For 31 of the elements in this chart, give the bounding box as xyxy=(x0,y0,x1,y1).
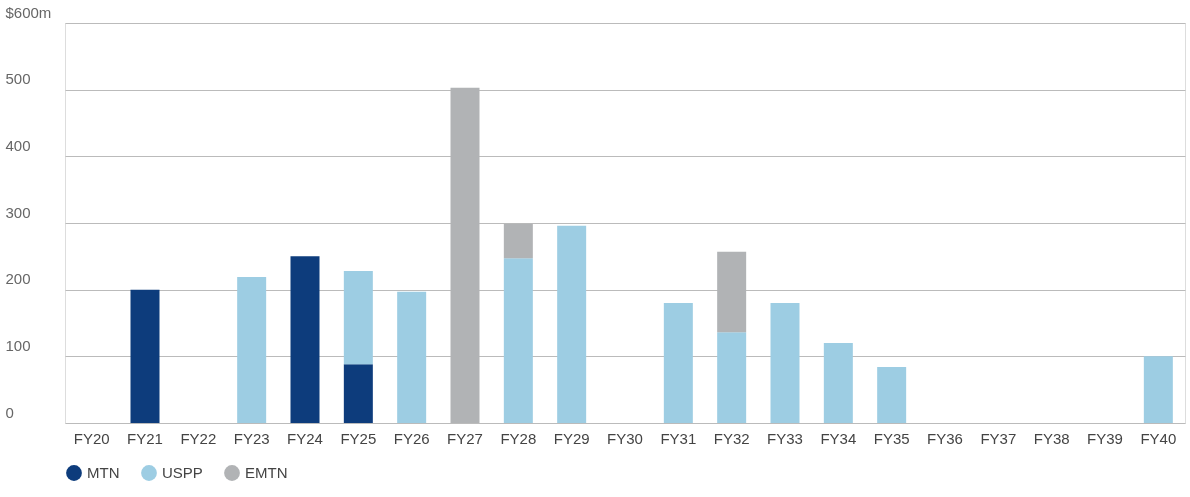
y-tick-label: 400 xyxy=(5,136,31,154)
y-tick-label: 200 xyxy=(5,270,31,288)
y-tick-label: 500 xyxy=(5,70,31,88)
x-tick-label: FY26 xyxy=(393,429,430,447)
y-tick-label: 0 xyxy=(5,403,14,421)
y-tick-label: 300 xyxy=(5,203,31,221)
legend-label: EMTN xyxy=(245,464,288,481)
x-tick-label: FY25 xyxy=(340,429,377,447)
x-tick-label: FY38 xyxy=(1033,429,1070,447)
x-tick-label: FY28 xyxy=(500,429,537,447)
x-tick-label: FY40 xyxy=(1140,429,1177,447)
x-tick-label: FY32 xyxy=(713,429,750,447)
x-tick-label: FY29 xyxy=(553,429,590,447)
x-tick-label: FY37 xyxy=(980,429,1017,447)
x-tick-label: FY23 xyxy=(233,429,270,447)
legend-label: MTN xyxy=(87,464,120,481)
legend-label: USPP xyxy=(162,464,203,481)
y-tick-label: $600m xyxy=(5,3,52,21)
x-tick-label: FY24 xyxy=(287,429,323,447)
x-tick-label: FY27 xyxy=(447,429,483,447)
x-tick-label: FY22 xyxy=(180,429,217,447)
x-tick-label: FY35 xyxy=(873,429,910,447)
x-tick-label: FY36 xyxy=(927,429,963,447)
x-tick-label: FY33 xyxy=(767,429,803,447)
x-tick-label: FY39 xyxy=(1087,429,1123,447)
x-tick-label: FY21 xyxy=(127,429,163,447)
x-tick-label: FY31 xyxy=(660,429,697,447)
x-tick-label: FY30 xyxy=(607,429,643,447)
x-tick-label: FY20 xyxy=(73,429,110,447)
y-tick-label: 100 xyxy=(5,336,31,354)
x-tick-label: FY34 xyxy=(820,429,857,447)
